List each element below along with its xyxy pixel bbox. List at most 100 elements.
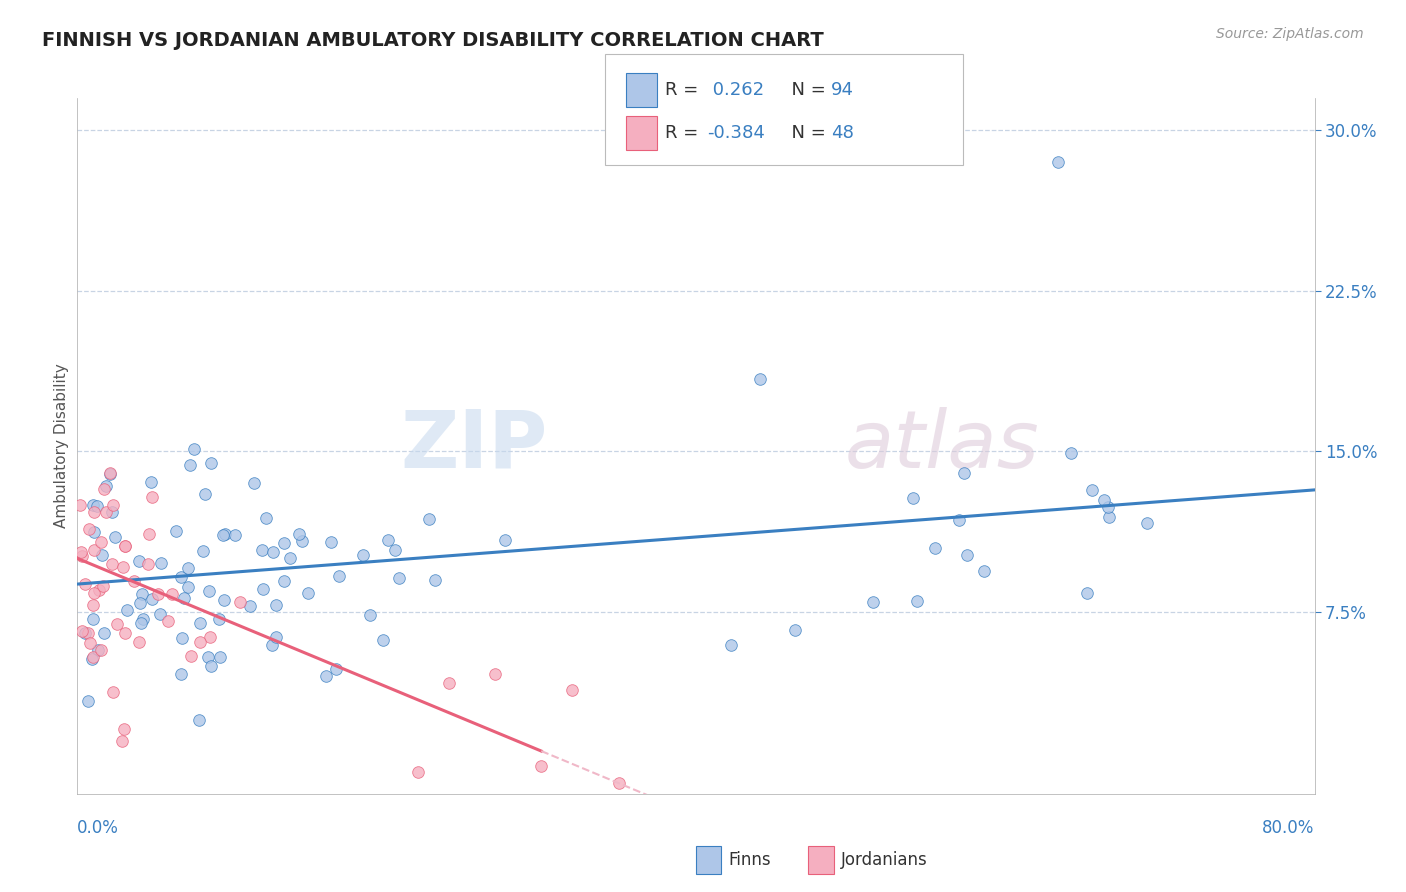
Point <box>359 608 381 623</box>
Point <box>179 458 201 472</box>
Point <box>530 759 553 773</box>
Point <box>87 643 110 657</box>
Point <box>254 510 277 524</box>
Point <box>136 557 159 571</box>
Point <box>83 525 105 540</box>
Point <box>748 372 770 386</box>
Point <box>172 631 194 645</box>
Point <box>1047 155 1070 169</box>
Point <box>149 556 172 570</box>
Point <box>79 635 101 649</box>
Point <box>224 528 246 542</box>
Point <box>77 522 100 536</box>
Point <box>198 583 221 598</box>
Point <box>91 549 114 563</box>
Point <box>423 573 446 587</box>
Point <box>1092 493 1115 508</box>
Point <box>371 632 394 647</box>
Point <box>98 467 121 481</box>
Point <box>948 513 970 527</box>
Point <box>75 576 97 591</box>
Text: R =: R = <box>665 124 704 142</box>
Text: 94: 94 <box>831 81 853 99</box>
Point <box>1097 500 1119 515</box>
Point <box>239 599 262 613</box>
Text: 48: 48 <box>831 124 853 142</box>
Text: 0.262: 0.262 <box>707 81 765 99</box>
Text: N =: N = <box>780 124 832 142</box>
Point <box>177 560 200 574</box>
Point <box>112 723 135 737</box>
Point <box>211 528 233 542</box>
Point <box>83 505 105 519</box>
Point <box>183 442 205 456</box>
Point <box>198 630 221 644</box>
Text: FINNISH VS JORDANIAN AMBULATORY DISABILITY CORRELATION CHART: FINNISH VS JORDANIAN AMBULATORY DISABILI… <box>42 31 824 50</box>
Point <box>100 557 122 571</box>
Point <box>328 569 350 583</box>
Point <box>111 560 134 574</box>
Point <box>77 693 100 707</box>
Point <box>111 734 134 748</box>
Point <box>191 543 214 558</box>
Point <box>494 533 516 548</box>
Point <box>924 541 946 555</box>
Point <box>264 630 287 644</box>
Point <box>208 612 231 626</box>
Point <box>194 486 217 500</box>
Point <box>122 574 145 589</box>
Text: R =: R = <box>665 81 704 99</box>
Point <box>973 565 995 579</box>
Point <box>955 548 977 562</box>
Point <box>93 626 115 640</box>
Y-axis label: Ambulatory Disability: Ambulatory Disability <box>53 364 69 528</box>
Point <box>93 482 115 496</box>
Point <box>1060 446 1083 460</box>
Point <box>384 543 406 558</box>
Point <box>243 476 266 491</box>
Point <box>252 582 274 596</box>
Point <box>1080 483 1102 497</box>
Point <box>188 616 211 631</box>
Point <box>157 614 180 628</box>
Point <box>177 580 200 594</box>
Point <box>180 648 202 663</box>
Point <box>170 666 193 681</box>
Point <box>214 527 236 541</box>
Point <box>187 713 209 727</box>
Point <box>905 594 928 608</box>
Point <box>101 498 124 512</box>
Point <box>94 478 117 492</box>
Point <box>325 662 347 676</box>
Point <box>288 526 311 541</box>
Point <box>114 625 136 640</box>
Text: -0.384: -0.384 <box>707 124 765 142</box>
Point <box>128 597 150 611</box>
Point <box>94 505 117 519</box>
Point <box>264 598 287 612</box>
Point <box>80 652 103 666</box>
Text: 80.0%: 80.0% <box>1263 819 1315 837</box>
Point <box>197 649 219 664</box>
Point <box>149 607 172 621</box>
Point <box>561 683 583 698</box>
Point <box>188 635 211 649</box>
Point <box>229 595 252 609</box>
Point <box>418 512 440 526</box>
Point <box>83 586 105 600</box>
Point <box>70 545 93 559</box>
Point <box>862 595 884 609</box>
Text: Finns: Finns <box>728 851 770 869</box>
Point <box>1076 585 1098 599</box>
Point <box>291 533 314 548</box>
Point <box>104 529 127 543</box>
Point <box>437 675 460 690</box>
Point <box>262 545 284 559</box>
Point <box>87 582 110 597</box>
Point <box>209 650 232 665</box>
Point <box>607 775 630 789</box>
Point <box>90 643 112 657</box>
Text: atlas: atlas <box>845 407 1039 485</box>
Point <box>250 542 273 557</box>
Point <box>100 505 122 519</box>
